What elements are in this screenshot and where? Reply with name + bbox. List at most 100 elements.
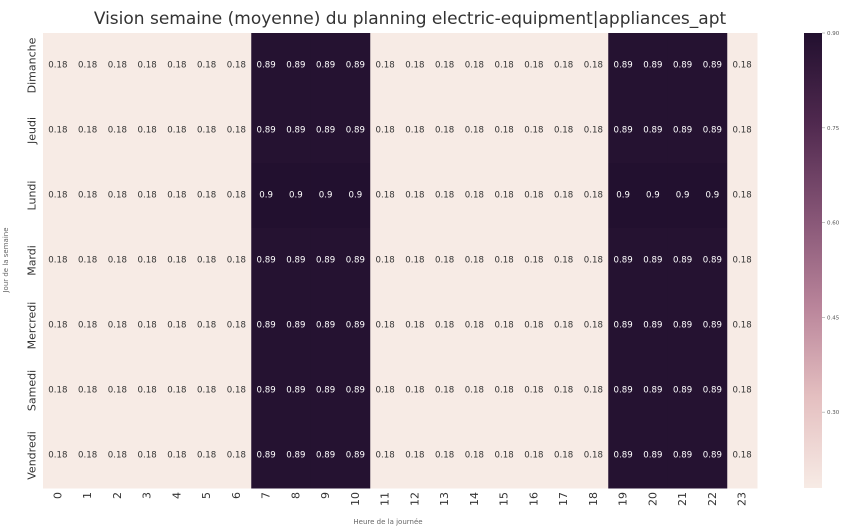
heatmap-cell <box>400 423 431 489</box>
heatmap-cell <box>459 423 490 489</box>
cell-value-label: 0.18 <box>435 126 454 136</box>
heatmap-cell <box>697 163 728 229</box>
cell-value-label: 0.18 <box>524 61 543 71</box>
heatmap-cell <box>370 98 401 164</box>
cell-value-label: 0.18 <box>108 451 127 461</box>
cell-value-label: 0.18 <box>197 451 216 461</box>
cell-value-label: 0.89 <box>286 451 305 461</box>
cell-value-label: 0.18 <box>78 256 97 266</box>
cell-value-label: 0.18 <box>108 256 127 266</box>
heatmap-cell <box>400 358 431 424</box>
x-tick-label: 1 <box>81 492 94 499</box>
cell-value-label: 0.18 <box>197 61 216 71</box>
heatmap-cell <box>578 163 609 229</box>
heatmap-cell <box>578 423 609 489</box>
heatmap-cell <box>548 33 579 99</box>
heatmap-cell <box>162 423 193 489</box>
heatmap-cell <box>638 358 669 424</box>
heatmap-cell <box>548 358 579 424</box>
heatmap-cell <box>340 163 371 229</box>
cell-value-label: 0.18 <box>584 451 603 461</box>
cell-value-label: 0.18 <box>465 321 484 331</box>
heatmap-cell <box>251 33 282 99</box>
heatmap-cell <box>310 228 341 294</box>
x-tick-label: 12 <box>408 492 421 506</box>
cell-value-label: 0.18 <box>733 451 752 461</box>
heatmap-cell <box>727 33 758 99</box>
cell-value-label: 0.18 <box>435 321 454 331</box>
cell-value-label: 0.89 <box>257 61 276 71</box>
heatmap-cell <box>43 98 74 164</box>
heatmap-cell <box>221 423 252 489</box>
x-tick-label: 20 <box>646 492 659 506</box>
heatmap-cell <box>638 98 669 164</box>
heatmap-cell <box>489 423 520 489</box>
cell-value-label: 0.89 <box>257 321 276 331</box>
cell-value-label: 0.18 <box>465 191 484 201</box>
cell-value-label: 0.18 <box>78 321 97 331</box>
y-tick-label: Jeudi <box>26 117 39 145</box>
cell-value-label: 0.89 <box>614 61 633 71</box>
cell-value-label: 0.18 <box>376 256 395 266</box>
heatmap-cell <box>519 293 550 359</box>
heatmap-cell <box>102 98 133 164</box>
x-tick-label: 3 <box>141 492 154 499</box>
cell-value-label: 0.18 <box>733 321 752 331</box>
x-tick-label: 21 <box>676 492 689 506</box>
cell-value-label: 0.18 <box>495 61 514 71</box>
cell-value-label: 0.18 <box>108 321 127 331</box>
heatmap-cell <box>72 98 103 164</box>
y-tick-label: Dimanche <box>26 37 39 93</box>
heatmap-cell <box>429 98 460 164</box>
heatmap-cell <box>281 423 312 489</box>
cell-value-label: 0.9 <box>289 191 303 201</box>
heatmap-cell <box>400 228 431 294</box>
heatmap-cell <box>310 163 341 229</box>
x-axis-label: Heure de la journée <box>353 518 422 526</box>
cell-value-label: 0.89 <box>286 256 305 266</box>
cell-value-label: 0.89 <box>346 61 365 71</box>
cell-value-label: 0.18 <box>584 191 603 201</box>
cell-value-label: 0.18 <box>733 61 752 71</box>
cell-value-label: 0.89 <box>257 451 276 461</box>
cell-value-label: 0.18 <box>197 321 216 331</box>
cell-value-label: 0.18 <box>48 386 67 396</box>
heatmap-cell <box>162 358 193 424</box>
cell-value-label: 0.18 <box>138 126 157 136</box>
cell-value-label: 0.18 <box>733 191 752 201</box>
heatmap-cell <box>459 293 490 359</box>
cell-value-label: 0.89 <box>643 386 662 396</box>
heatmap-cell <box>221 293 252 359</box>
cell-value-label: 0.89 <box>614 256 633 266</box>
heatmap-cell <box>697 228 728 294</box>
heatmap-cell <box>340 423 371 489</box>
y-tick-label: Mercredi <box>26 302 39 350</box>
cell-value-label: 0.18 <box>524 256 543 266</box>
heatmap-cell <box>72 423 103 489</box>
cell-value-label: 0.89 <box>614 451 633 461</box>
cell-value-label: 0.18 <box>435 61 454 71</box>
heatmap-cell <box>281 33 312 99</box>
cell-value-label: 0.18 <box>167 451 186 461</box>
colorbar-tick-label: 0.75 <box>827 126 840 132</box>
cell-value-label: 0.9 <box>706 191 720 201</box>
heatmap-cell <box>578 98 609 164</box>
heatmap-cell <box>697 423 728 489</box>
cell-value-label: 0.18 <box>584 126 603 136</box>
cell-value-label: 0.89 <box>703 451 722 461</box>
heatmap-cell <box>459 358 490 424</box>
cell-value-label: 0.89 <box>673 256 692 266</box>
heatmap-cell <box>310 358 341 424</box>
cell-value-label: 0.18 <box>108 191 127 201</box>
x-tick-label: 7 <box>260 492 273 499</box>
heatmap-cell <box>459 228 490 294</box>
heatmap-cell <box>340 358 371 424</box>
heatmap-cell <box>578 33 609 99</box>
cell-value-label: 0.18 <box>405 126 424 136</box>
cell-value-label: 0.89 <box>346 321 365 331</box>
cell-value-label: 0.18 <box>495 321 514 331</box>
heatmap-cell <box>251 228 282 294</box>
cell-value-label: 0.89 <box>257 386 276 396</box>
heatmap-cell <box>251 98 282 164</box>
